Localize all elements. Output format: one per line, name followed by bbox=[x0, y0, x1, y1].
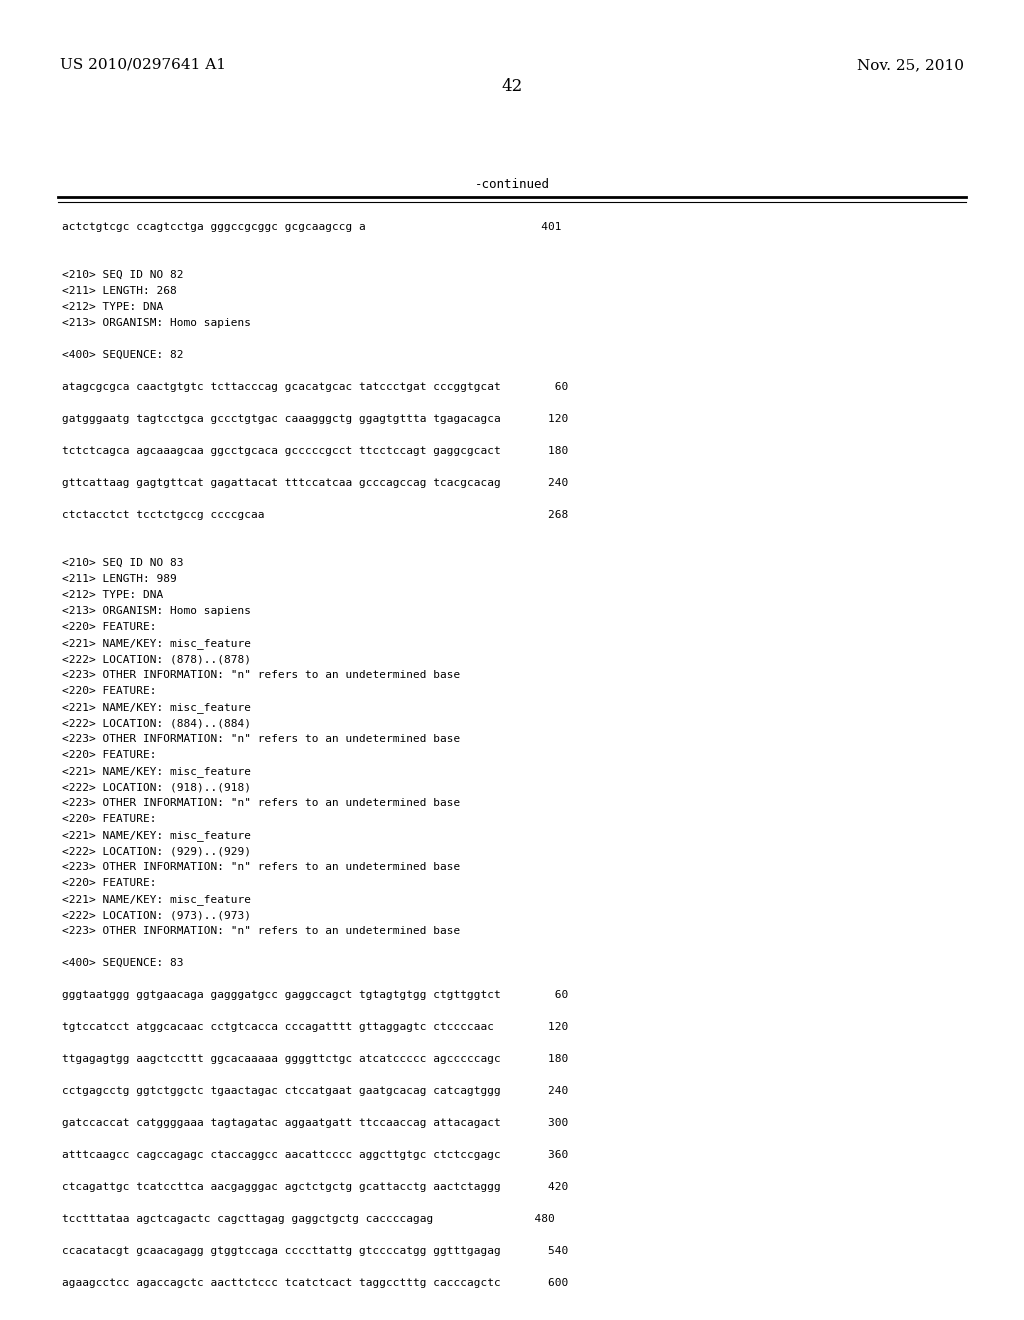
Text: gttcattaag gagtgttcat gagattacat tttccatcaa gcccagccag tcacgcacag       240: gttcattaag gagtgttcat gagattacat tttccat… bbox=[62, 478, 568, 488]
Text: actctgtcgc ccagtcctga gggccgcggc gcgcaagccg a                          401: actctgtcgc ccagtcctga gggccgcggc gcgcaag… bbox=[62, 222, 561, 232]
Text: ttgagagtgg aagctccttt ggcacaaaaa ggggttctgc atcatccccc agcccccagc       180: ttgagagtgg aagctccttt ggcacaaaaa ggggttc… bbox=[62, 1053, 568, 1064]
Text: tctctcagca agcaaagcaa ggcctgcaca gcccccgcct ttcctccagt gaggcgcact       180: tctctcagca agcaaagcaa ggcctgcaca gcccccg… bbox=[62, 446, 568, 455]
Text: <223> OTHER INFORMATION: "n" refers to an undetermined base: <223> OTHER INFORMATION: "n" refers to a… bbox=[62, 927, 460, 936]
Text: atagcgcgca caactgtgtc tcttacccag gcacatgcac tatccctgat cccggtgcat        60: atagcgcgca caactgtgtc tcttacccag gcacatg… bbox=[62, 381, 568, 392]
Text: <220> FEATURE:: <220> FEATURE: bbox=[62, 686, 157, 696]
Text: ctcagattgc tcatccttca aacgagggac agctctgctg gcattacctg aactctaggg       420: ctcagattgc tcatccttca aacgagggac agctctg… bbox=[62, 1181, 568, 1192]
Text: gatccaccat catggggaaa tagtagatac aggaatgatt ttccaaccag attacagact       300: gatccaccat catggggaaa tagtagatac aggaatg… bbox=[62, 1118, 568, 1129]
Text: tcctttataа agctcagactc cagcttagag gaggctgctg caccccagag               480: tcctttataа agctcagactc cagcttagag gaggct… bbox=[62, 1214, 555, 1224]
Text: <212> TYPE: DNA: <212> TYPE: DNA bbox=[62, 302, 163, 312]
Text: <221> NAME/KEY: misc_feature: <221> NAME/KEY: misc_feature bbox=[62, 766, 251, 777]
Text: <213> ORGANISM: Homo sapiens: <213> ORGANISM: Homo sapiens bbox=[62, 606, 251, 616]
Text: <221> NAME/KEY: misc_feature: <221> NAME/KEY: misc_feature bbox=[62, 702, 251, 713]
Text: <222> LOCATION: (918)..(918): <222> LOCATION: (918)..(918) bbox=[62, 781, 251, 792]
Text: <223> OTHER INFORMATION: "n" refers to an undetermined base: <223> OTHER INFORMATION: "n" refers to a… bbox=[62, 671, 460, 680]
Text: <222> LOCATION: (878)..(878): <222> LOCATION: (878)..(878) bbox=[62, 653, 251, 664]
Text: agaagcctcc agaccagctc aacttctccc tcatctcact taggcctttg cacccagctc       600: agaagcctcc agaccagctc aacttctccc tcatctc… bbox=[62, 1278, 568, 1288]
Text: <220> FEATURE:: <220> FEATURE: bbox=[62, 814, 157, 824]
Text: <223> OTHER INFORMATION: "n" refers to an undetermined base: <223> OTHER INFORMATION: "n" refers to a… bbox=[62, 862, 460, 873]
Text: <222> LOCATION: (973)..(973): <222> LOCATION: (973)..(973) bbox=[62, 909, 251, 920]
Text: ccacatacgt gcaacagagg gtggtccaga ccccttattg gtccccatgg ggtttgagag       540: ccacatacgt gcaacagagg gtggtccaga cccctta… bbox=[62, 1246, 568, 1257]
Text: <210> SEQ ID NO 82: <210> SEQ ID NO 82 bbox=[62, 271, 183, 280]
Text: gggtaatggg ggtgaacaga gagggatgcc gaggccagct tgtagtgtgg ctgttggtct        60: gggtaatggg ggtgaacaga gagggatgcc gaggcca… bbox=[62, 990, 568, 1001]
Text: <221> NAME/KEY: misc_feature: <221> NAME/KEY: misc_feature bbox=[62, 894, 251, 906]
Text: <211> LENGTH: 268: <211> LENGTH: 268 bbox=[62, 286, 177, 296]
Text: <220> FEATURE:: <220> FEATURE: bbox=[62, 878, 157, 888]
Text: <221> NAME/KEY: misc_feature: <221> NAME/KEY: misc_feature bbox=[62, 638, 251, 649]
Text: -continued: -continued bbox=[474, 178, 550, 191]
Text: <223> OTHER INFORMATION: "n" refers to an undetermined base: <223> OTHER INFORMATION: "n" refers to a… bbox=[62, 734, 460, 744]
Text: <213> ORGANISM: Homo sapiens: <213> ORGANISM: Homo sapiens bbox=[62, 318, 251, 327]
Text: <222> LOCATION: (884)..(884): <222> LOCATION: (884)..(884) bbox=[62, 718, 251, 729]
Text: Nov. 25, 2010: Nov. 25, 2010 bbox=[857, 58, 964, 73]
Text: <220> FEATURE:: <220> FEATURE: bbox=[62, 622, 157, 632]
Text: <221> NAME/KEY: misc_feature: <221> NAME/KEY: misc_feature bbox=[62, 830, 251, 841]
Text: cctgagcctg ggtctggctc tgaactagac ctccatgaat gaatgcacag catcagtggg       240: cctgagcctg ggtctggctc tgaactagac ctccatg… bbox=[62, 1086, 568, 1096]
Text: tgtccatcct atggcacaac cctgtcacca cccagatttt gttaggagtc ctccccaac        120: tgtccatcct atggcacaac cctgtcacca cccagat… bbox=[62, 1022, 568, 1032]
Text: <222> LOCATION: (929)..(929): <222> LOCATION: (929)..(929) bbox=[62, 846, 251, 855]
Text: <211> LENGTH: 989: <211> LENGTH: 989 bbox=[62, 574, 177, 583]
Text: <400> SEQUENCE: 83: <400> SEQUENCE: 83 bbox=[62, 958, 183, 968]
Text: <220> FEATURE:: <220> FEATURE: bbox=[62, 750, 157, 760]
Text: gatgggaatg tagtcctgca gccctgtgac caaagggctg ggagtgttta tgagacagca       120: gatgggaatg tagtcctgca gccctgtgac caaaggg… bbox=[62, 414, 568, 424]
Text: <223> OTHER INFORMATION: "n" refers to an undetermined base: <223> OTHER INFORMATION: "n" refers to a… bbox=[62, 799, 460, 808]
Text: US 2010/0297641 A1: US 2010/0297641 A1 bbox=[60, 58, 226, 73]
Text: 42: 42 bbox=[502, 78, 522, 95]
Text: atttcaagcc cagccagagc ctaccaggcc aacattcccc aggcttgtgc ctctccgagc       360: atttcaagcc cagccagagc ctaccaggcc aacattc… bbox=[62, 1150, 568, 1160]
Text: <400> SEQUENCE: 82: <400> SEQUENCE: 82 bbox=[62, 350, 183, 360]
Text: <210> SEQ ID NO 83: <210> SEQ ID NO 83 bbox=[62, 558, 183, 568]
Text: <212> TYPE: DNA: <212> TYPE: DNA bbox=[62, 590, 163, 601]
Text: ctctacctct tcctctgccg ccccgcaa                                          268: ctctacctct tcctctgccg ccccgcaa 268 bbox=[62, 510, 568, 520]
